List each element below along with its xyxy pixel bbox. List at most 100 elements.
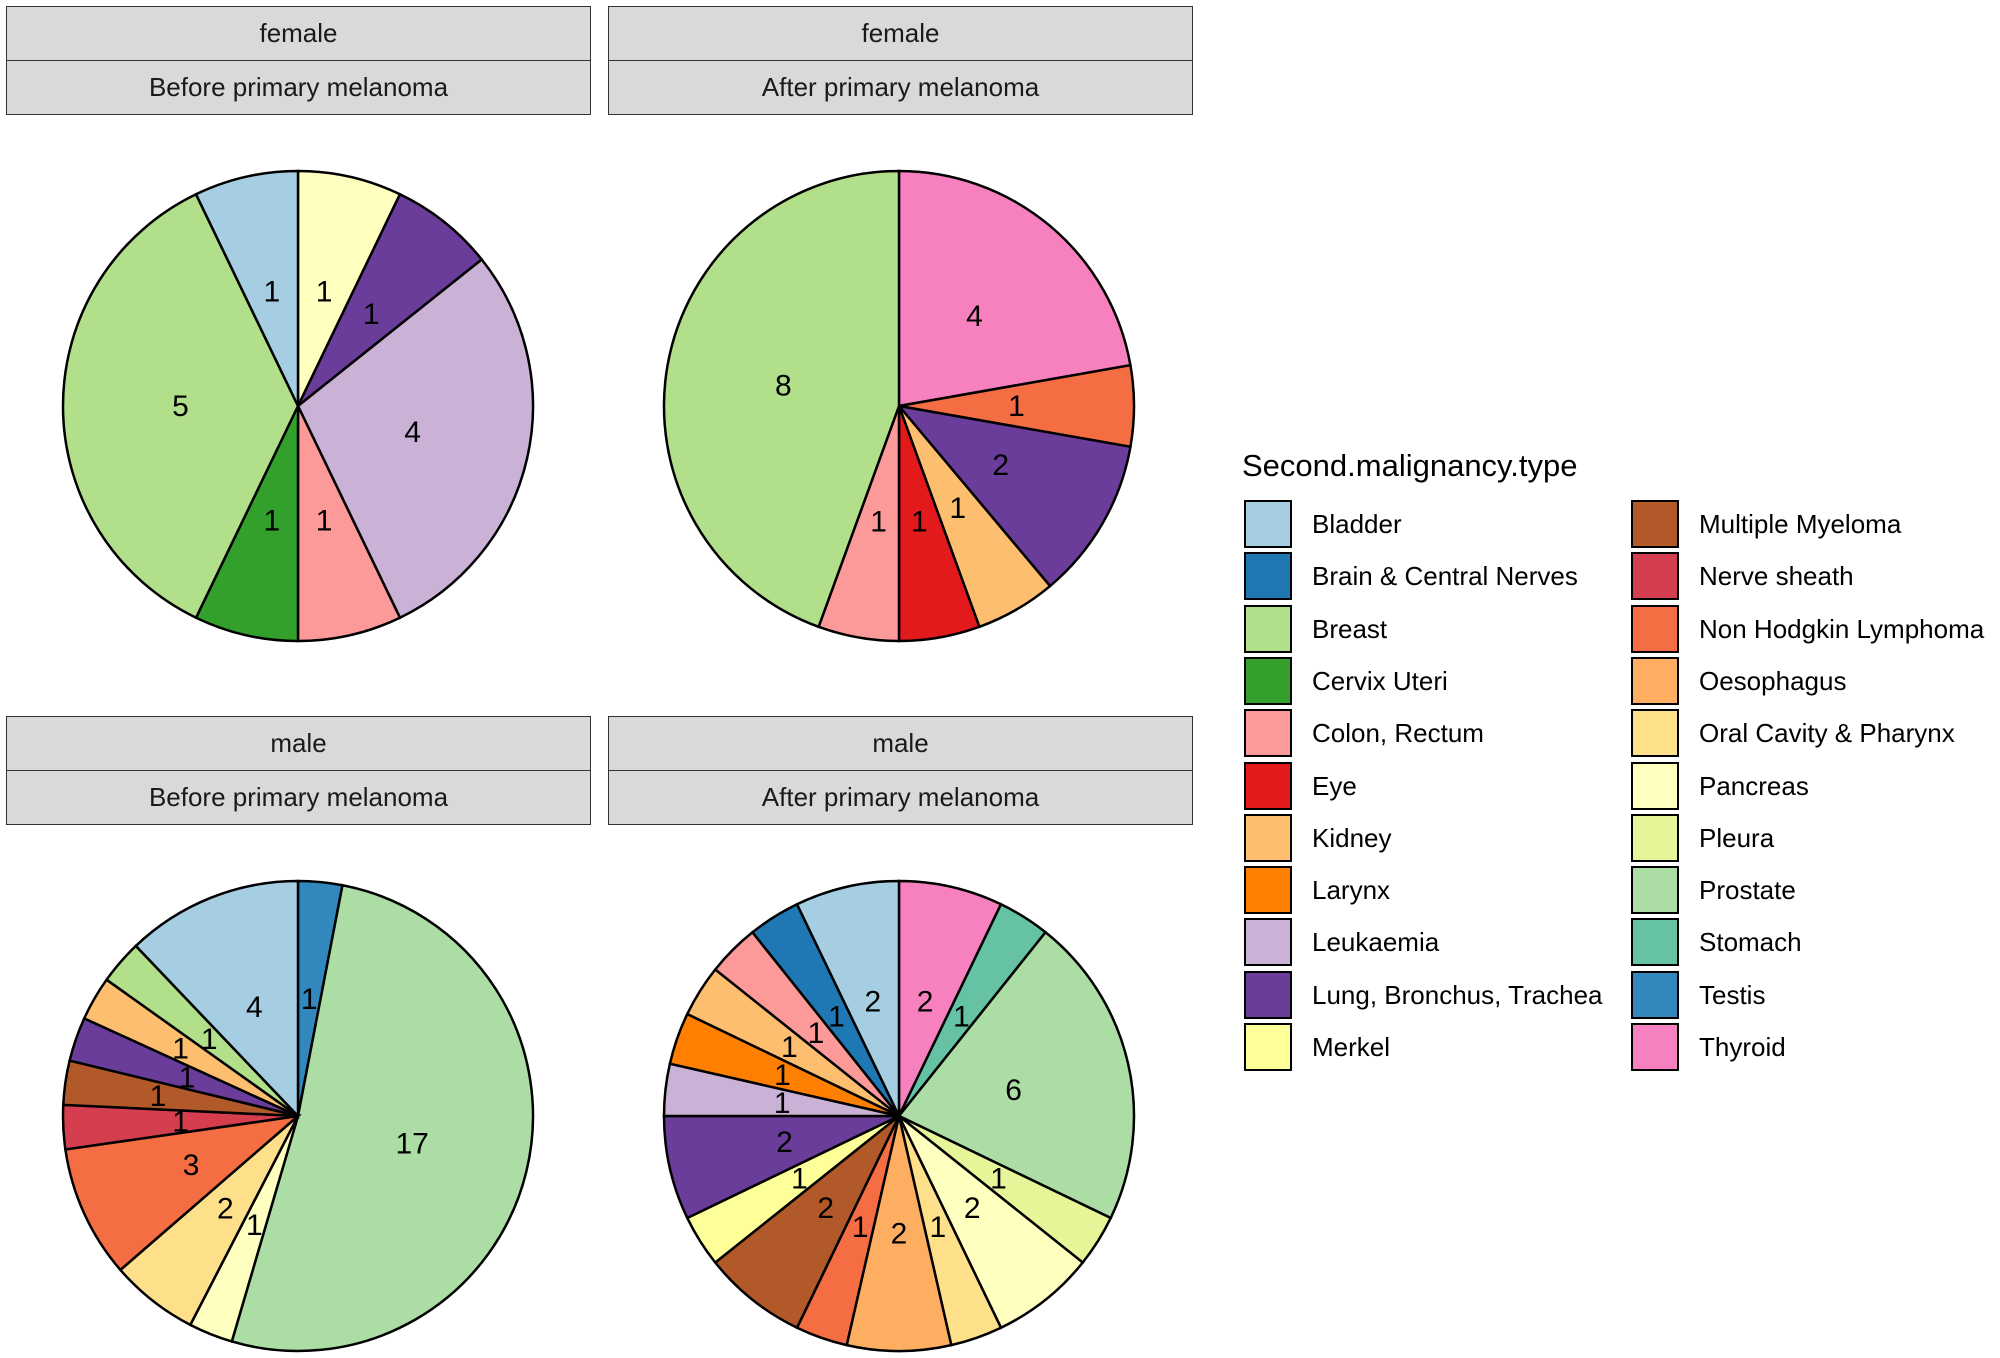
slice-label: 1 [172,1032,189,1065]
slice-label: 6 [1005,1074,1022,1107]
legend-key [1244,709,1292,758]
slice-label: 2 [917,985,934,1018]
slice-label: 5 [172,390,189,423]
legend-title: Second.malignancy.type [1242,448,1578,483]
pie-slice [662,1114,900,1220]
slice-label: 1 [316,275,333,308]
pie-slice [713,1115,901,1330]
slice-label: 1 [363,298,380,331]
pie-slice [662,169,901,629]
slice-label: 1 [316,505,333,538]
slice-label: 17 [396,1128,429,1161]
legend-key [1631,761,1679,810]
legend-key [1631,500,1679,548]
legend-key [1244,761,1292,810]
slice-label: 1 [201,1023,218,1056]
pie-slice [296,405,402,643]
pie-slice [897,1115,1085,1330]
pie-slice [61,192,300,620]
legend-key [1631,1023,1679,1071]
slice-label: 1 [301,983,318,1016]
legend-label: Prostate [1699,875,1796,906]
pie-slice [895,404,1132,588]
legend-key [1631,866,1679,915]
legend-key [1631,552,1679,601]
slice-label: 4 [966,300,983,333]
slice-label: 1 [870,506,887,539]
slice-label: 1 [990,1163,1007,1196]
legend-label: Nerve sheath [1699,561,1854,592]
legend-key [1244,970,1292,1019]
strip-period: Before primary melanoma [6,60,591,115]
legend-label: Stomach [1699,927,1802,958]
slice-label: 1 [774,1087,791,1120]
slice-label: 2 [776,1126,793,1159]
strip-period: Before primary melanoma [6,770,591,825]
slice-label: 4 [404,416,421,449]
legend-key [1244,866,1292,915]
legend-label: Testis [1699,979,1766,1010]
legend-key [1631,918,1679,967]
slice-label: 3 [183,1149,200,1182]
slice-label: 2 [817,1192,834,1225]
slice-label: 1 [911,506,928,539]
legend-label: Oral Cavity & Pharynx [1699,718,1955,749]
slice-label: 1 [791,1163,808,1196]
legend-label: Leukaemia [1312,927,1440,958]
legend-key [1631,970,1679,1019]
strip-sex: male [608,716,1193,771]
pie-slice [845,1115,953,1353]
legend-label: Eye [1312,770,1357,801]
legend-key [1244,552,1292,601]
pie-slice [194,169,300,407]
pie-slice [296,257,535,620]
pie-slice [897,879,1003,1117]
legend-label: Breast [1312,613,1388,644]
legend-label: Pancreas [1699,770,1809,801]
slice-label: 2 [217,1192,234,1225]
pie-slice [296,192,484,407]
legend-key [1631,813,1679,862]
pie-slice [897,930,1136,1220]
slice-label: 1 [781,1031,798,1064]
strip-period: After primary melanoma [608,770,1193,825]
pie-slice [296,169,402,407]
legend-label: Colon, Rectum [1312,718,1484,749]
slice-label: 8 [775,370,792,403]
legend-key [1244,604,1292,653]
slice-label: 4 [246,991,263,1024]
legend-label: Thyroid [1699,1032,1786,1062]
slice-label: 1 [172,1106,189,1139]
pie-slice [230,883,535,1353]
legend-label: Merkel [1312,1032,1391,1062]
slice-label: 2 [964,1192,981,1225]
strip-sex: male [6,716,591,771]
legend-label: Non Hodgkin Lymphoma [1699,613,1985,644]
legend-key [1244,500,1292,548]
legend-key [1631,604,1679,653]
strip-sex: female [6,6,591,61]
slice-label: 1 [774,1059,791,1092]
legend-label: Bladder [1312,509,1402,539]
legend-label: Lung, Bronchus, Trachea [1312,979,1603,1010]
legend-label: Larynx [1312,875,1391,906]
slice-label: 2 [891,1218,908,1251]
legend-key [1244,918,1292,967]
legend-label: Multiple Myeloma [1699,509,1902,539]
legend-key [1244,813,1292,862]
legend-label: Kidney [1312,822,1392,853]
slice-label: 1 [179,1062,196,1095]
slice-label: 1 [264,505,281,538]
pie-slice [897,169,1132,408]
pie-slice [134,879,300,1120]
legend-label: Pleura [1699,822,1775,853]
legend-label: Oesophagus [1699,665,1847,696]
slice-label: 1 [953,1001,970,1034]
strip-sex: female [608,6,1193,61]
slice-label: 1 [929,1211,946,1244]
legend-key [1631,709,1679,758]
slice-label: 1 [852,1211,869,1244]
